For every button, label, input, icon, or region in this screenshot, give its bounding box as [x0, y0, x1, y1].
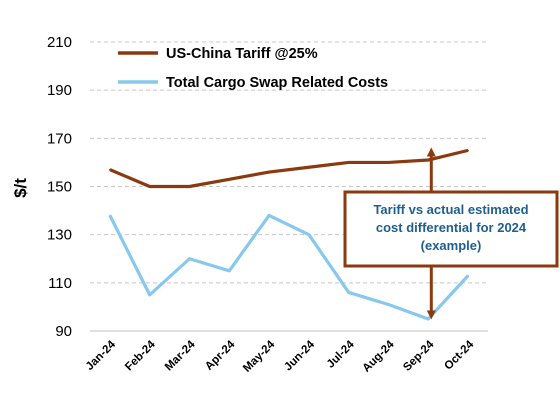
data-point [308, 166, 310, 169]
x-axis-ticks: Jan-24 Feb-24 Mar-24 Apr-24 May-24 Jun-24 Jul-… [84, 338, 477, 374]
data-point [387, 303, 390, 306]
x-tick-label: Apr-24 [203, 338, 238, 373]
legend-label: Total Cargo Swap Related Costs [166, 75, 388, 91]
legend: US-China Tariff @25% Total Cargo Swap Rel… [118, 46, 388, 91]
data-point [467, 149, 469, 152]
y-tick-label: 110 [48, 275, 72, 292]
x-tick-label: Feb-24 [123, 338, 158, 373]
data-point [148, 294, 151, 296]
x-tick-label: Jan-24 [84, 338, 119, 373]
x-tick-label: Jun-24 [282, 338, 317, 373]
annotation-box [343, 190, 559, 268]
data-point [268, 171, 270, 173]
legend-label: US-China Tariff @25% [166, 46, 318, 62]
annotation-text: (example) [421, 238, 482, 253]
x-tick-label: Mar-24 [163, 338, 198, 373]
data-point [148, 185, 151, 188]
x-tick-label: Sep-24 [401, 338, 437, 374]
data-point [347, 291, 350, 294]
y-tick-label: 150 [47, 179, 72, 196]
data-point [427, 318, 430, 320]
data-point [188, 257, 191, 260]
data-point [188, 185, 191, 188]
data-point [109, 168, 111, 171]
x-tick-label: Jul-24 [325, 338, 357, 370]
y-tick-label: 210 [47, 34, 72, 51]
data-point [268, 214, 270, 217]
y-tick-label: 190 [47, 82, 72, 99]
x-tick-label: May-24 [241, 338, 277, 374]
x-tick-label: Aug-24 [361, 338, 397, 374]
y-axis-label: $/t [11, 178, 30, 198]
y-tick-label: 130 [47, 227, 72, 244]
y-tick-label: 90 [55, 323, 72, 340]
series-line-2 [108, 213, 470, 321]
x-tick-label: Oct-24 [442, 338, 476, 372]
data-point [347, 161, 350, 164]
data-point [109, 214, 111, 217]
data-point [228, 178, 231, 181]
annotation: Tariff vs actual estimated cost different… [343, 147, 559, 320]
data-point [387, 161, 390, 164]
data-point [228, 269, 231, 272]
data-point [467, 274, 469, 277]
data-point [427, 159, 430, 161]
y-axis-ticks: 90 110 130 150 170 190 210 [47, 34, 72, 340]
annotation-text: cost differential for 2024 [376, 220, 527, 235]
y-tick-label: 170 [47, 130, 72, 147]
annotation-text: Tariff vs actual estimated [373, 202, 528, 217]
data-point [308, 233, 310, 236]
series-line-1 [109, 148, 469, 189]
